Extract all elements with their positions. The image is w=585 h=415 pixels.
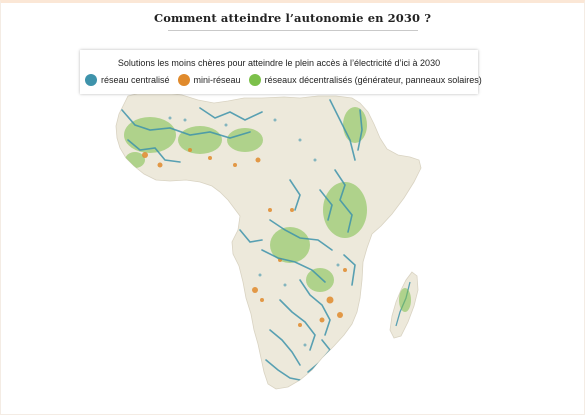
legend-box: Solutions les moins chères pour atteindr… <box>80 50 482 94</box>
madagascar-decentralized <box>399 288 411 312</box>
legend-label: réseaux décentralisés (générateur, panne… <box>264 75 482 85</box>
electrification-overlay <box>121 99 367 381</box>
orange-dot-icon <box>177 74 190 86</box>
legend-item-centralized: réseau centralisé <box>85 74 170 86</box>
mini-grid-areas <box>142 148 347 327</box>
page-title: Comment atteindre l’autonomie en 2030 ? <box>153 11 432 25</box>
blue-dot-icon <box>85 74 97 86</box>
grid-speckle <box>168 116 340 347</box>
legend-item-minigrid: mini-réseau <box>177 74 241 86</box>
green-dot-icon <box>248 74 261 86</box>
legend-items: réseau centralisé mini-réseau réseaux dé… <box>85 73 490 87</box>
africa-landmass <box>115 91 422 390</box>
legend-label: mini-réseau <box>193 75 241 85</box>
legend-title: Solutions les moins chères pour atteindr… <box>117 58 441 68</box>
legend-item-decentralized: réseaux décentralisés (générateur, panne… <box>248 74 482 86</box>
legend-label: réseau centralisé <box>101 75 170 85</box>
title-underline <box>168 30 418 31</box>
